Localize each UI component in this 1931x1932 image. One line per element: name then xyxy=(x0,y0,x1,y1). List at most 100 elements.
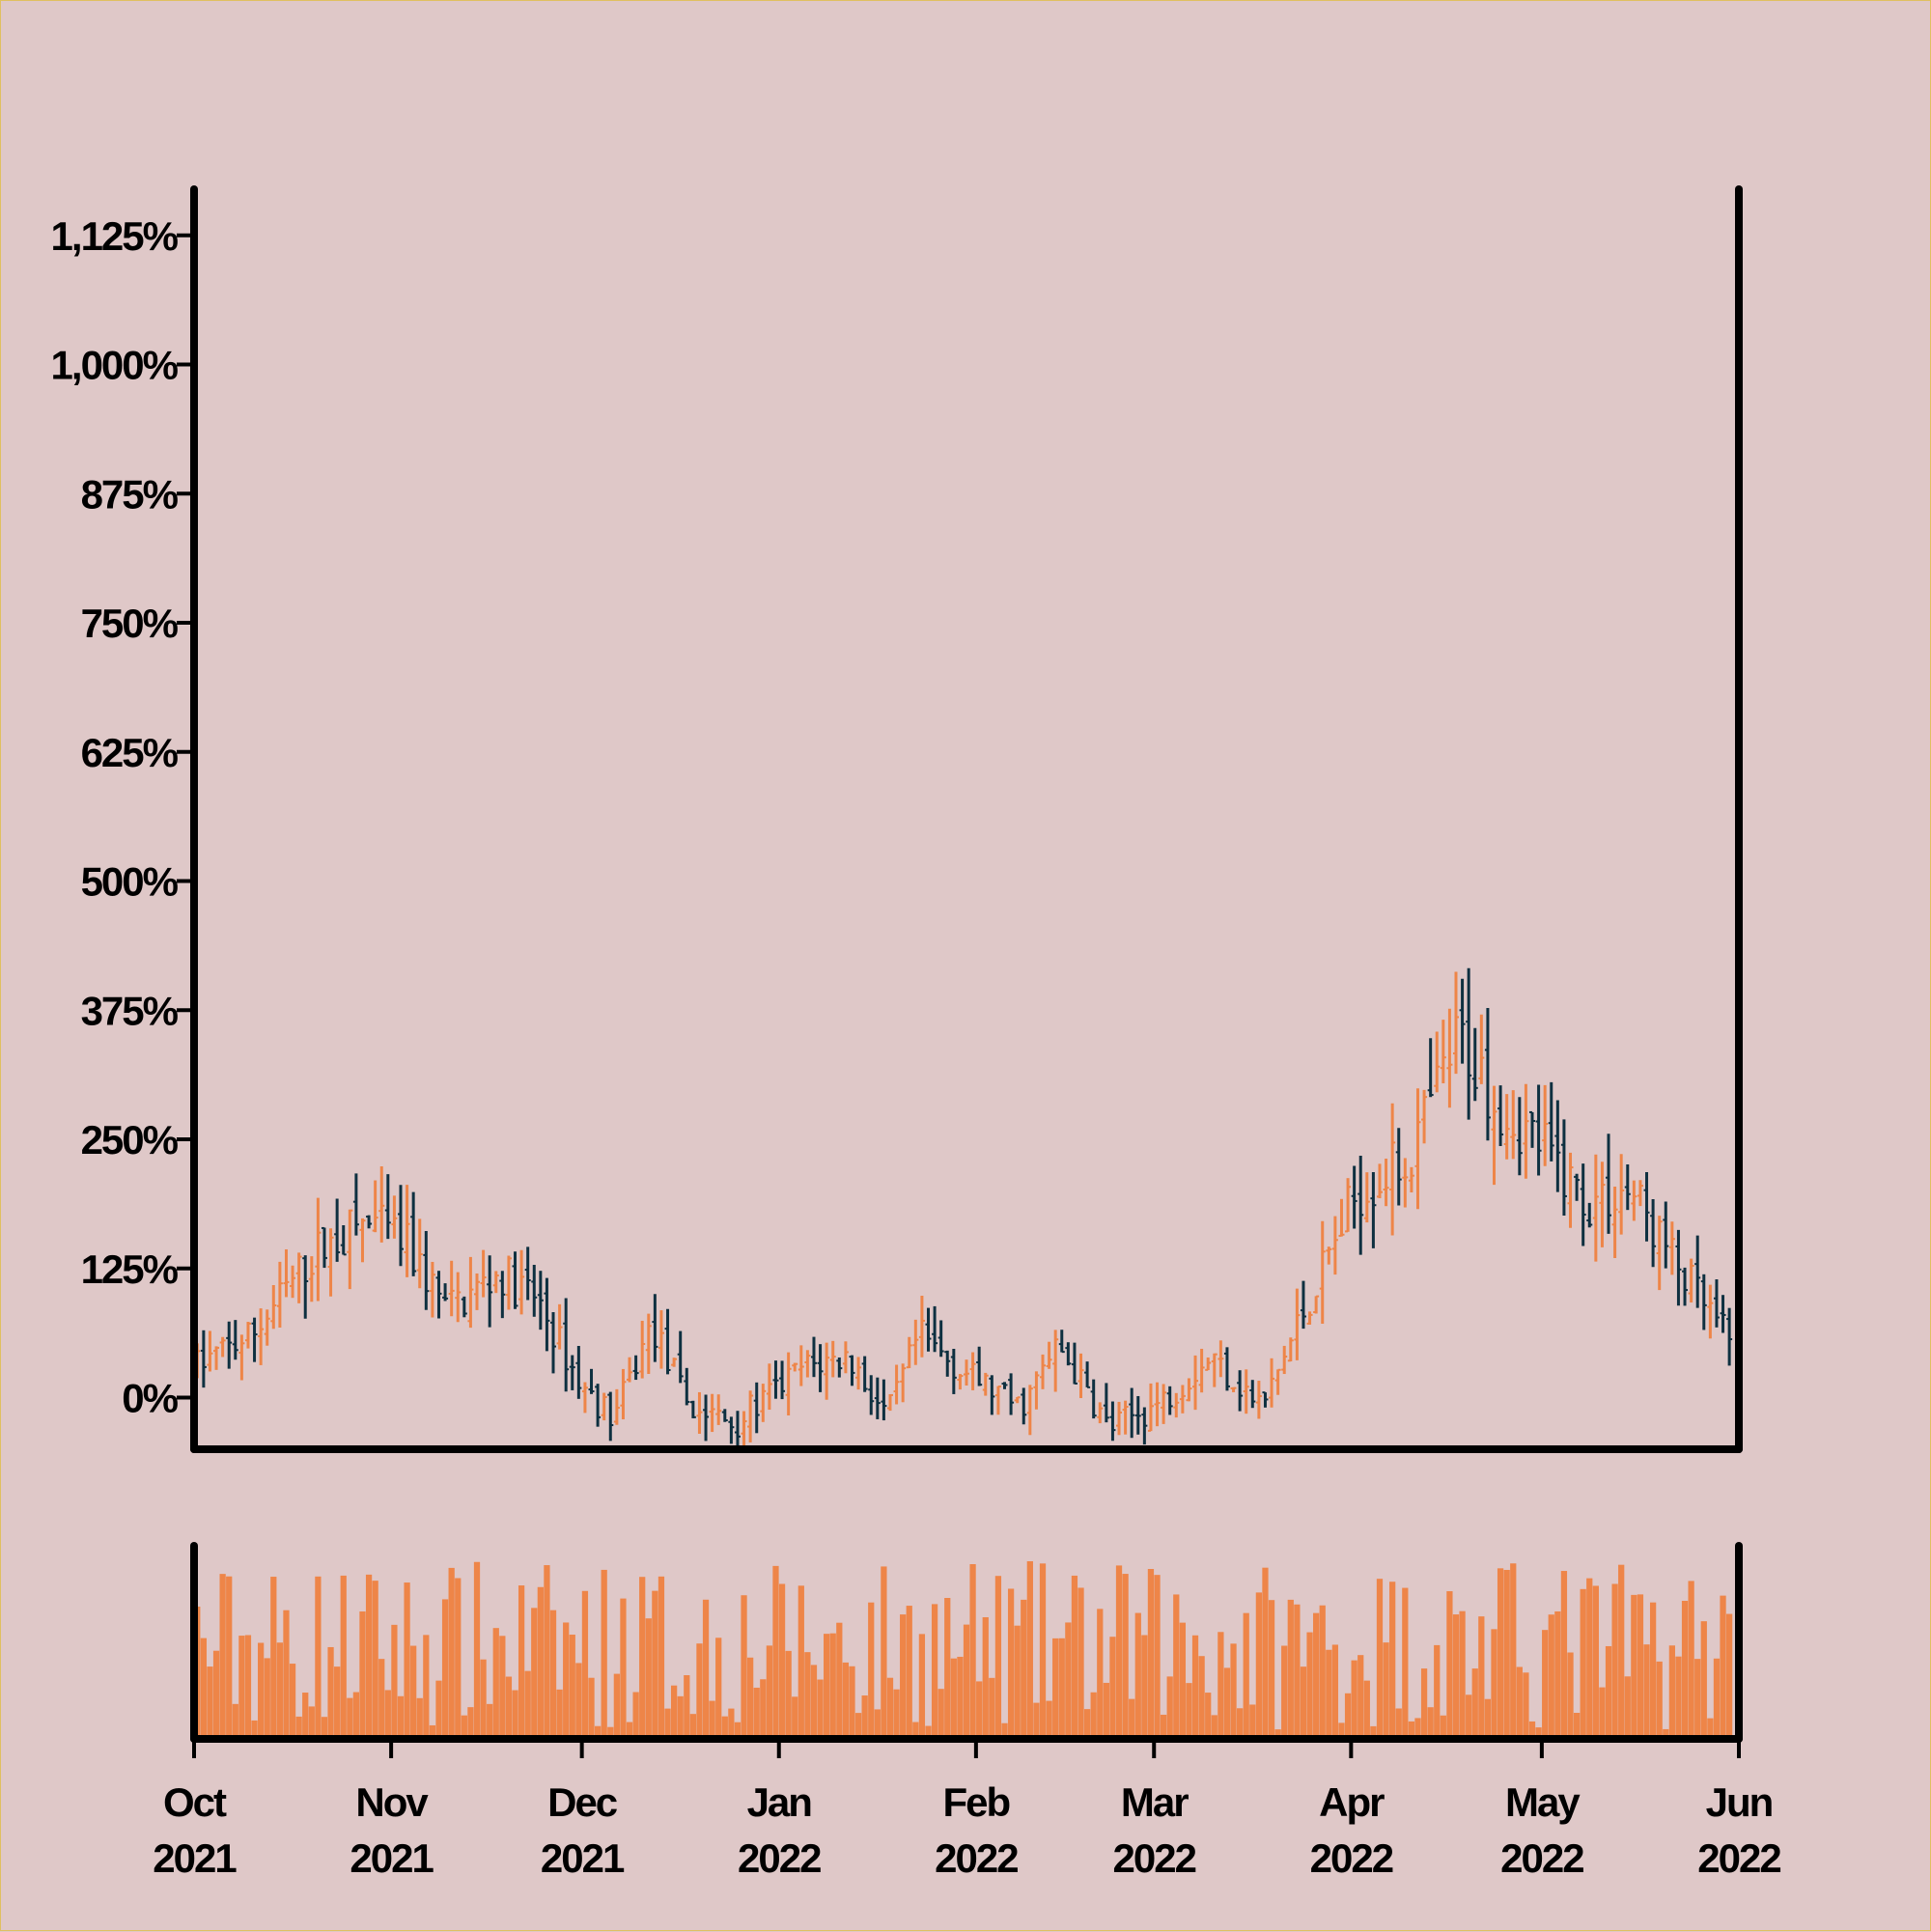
volume-bar xyxy=(1021,1599,1027,1739)
volume-bar xyxy=(1402,1587,1409,1739)
ohlc-bar xyxy=(251,1317,258,1362)
x-tick-month: Apr xyxy=(1319,1779,1385,1825)
volume-bar xyxy=(1700,1621,1707,1739)
volume-bar xyxy=(295,1716,302,1739)
ohlc-bar xyxy=(1574,1173,1581,1201)
ohlc-bar xyxy=(632,1355,639,1381)
volume-bar xyxy=(1186,1683,1192,1739)
ohlc-bar xyxy=(359,1218,366,1263)
ohlc-bar xyxy=(792,1362,798,1372)
ohlc-bar xyxy=(1395,1128,1402,1206)
volume-bar xyxy=(1567,1652,1574,1739)
ohlc-bar xyxy=(1427,1038,1434,1098)
ohlc-bar xyxy=(1414,1088,1421,1210)
ohlc-bar xyxy=(1217,1340,1224,1378)
volume-bar xyxy=(766,1645,773,1739)
ohlc-bar xyxy=(734,1411,741,1449)
ohlc-bar xyxy=(824,1342,830,1400)
ohlc-bar xyxy=(1141,1407,1148,1445)
volume-bar xyxy=(1026,1561,1033,1739)
volume-bar xyxy=(1395,1708,1402,1739)
volume-bar xyxy=(1065,1622,1072,1739)
volume-bar xyxy=(1707,1718,1714,1739)
volume-bar xyxy=(778,1583,786,1739)
x-tick-month: Oct xyxy=(163,1779,227,1825)
ohlc-bar xyxy=(994,1385,1001,1415)
x-tick-month: May xyxy=(1505,1779,1581,1825)
ohlc-bar xyxy=(1249,1380,1256,1409)
volume-bar xyxy=(886,1677,894,1739)
ohlc-bar xyxy=(1326,1246,1332,1265)
volume-bar xyxy=(1383,1642,1389,1739)
volume-bar xyxy=(874,1709,881,1739)
volume-bar xyxy=(1033,1702,1040,1739)
volume-bar xyxy=(1663,1728,1669,1739)
volume-bar xyxy=(1274,1729,1281,1739)
volume-bar xyxy=(1147,1569,1155,1739)
volume-bar xyxy=(1344,1693,1352,1739)
volume-bar xyxy=(1122,1574,1129,1739)
volume-bar xyxy=(969,1564,976,1739)
ohlc-bar xyxy=(1421,1089,1428,1144)
ohlc-bar xyxy=(1606,1134,1612,1234)
volume-bar xyxy=(347,1697,353,1739)
volume-bar xyxy=(549,1610,557,1739)
volume-bar xyxy=(289,1664,296,1739)
volume-bar xyxy=(397,1695,405,1739)
ohlc-bar xyxy=(397,1185,404,1267)
volume-bar xyxy=(1434,1644,1441,1739)
volume-bar xyxy=(1586,1578,1593,1739)
volume-bar xyxy=(327,1646,334,1739)
volume-bar xyxy=(741,1595,747,1739)
volume-bar xyxy=(384,1690,391,1739)
x-tick-month: Dec xyxy=(547,1779,618,1825)
volume-bar xyxy=(728,1708,735,1739)
volume-bar xyxy=(410,1645,417,1739)
ohlc-bar xyxy=(925,1307,932,1352)
volume-bar xyxy=(575,1663,582,1739)
ohlc-bar xyxy=(918,1295,925,1358)
volume-bar xyxy=(1134,1612,1141,1739)
ohlc-bar xyxy=(556,1303,563,1350)
y-tick-label: 375% xyxy=(81,988,179,1033)
volume-bar xyxy=(1694,1659,1701,1739)
x-tick-label: Jan 2022 xyxy=(738,1779,821,1881)
volume-bar xyxy=(1389,1582,1396,1739)
ohlc-bar xyxy=(1237,1370,1244,1412)
volume-bar xyxy=(709,1700,715,1739)
ohlc-bar xyxy=(327,1228,334,1297)
ohlc-bar xyxy=(982,1372,989,1396)
ohlc-bar xyxy=(1313,1295,1320,1314)
ohlc-bar xyxy=(1668,1221,1675,1275)
ohlc-bar xyxy=(404,1185,410,1277)
volume-bar xyxy=(308,1706,315,1739)
ohlc-bar xyxy=(1376,1163,1383,1199)
ohlc-bar xyxy=(874,1377,881,1419)
ohlc-bar xyxy=(1694,1235,1701,1308)
volume-bar xyxy=(810,1665,818,1739)
volume-bar xyxy=(1408,1721,1415,1739)
volume-bar xyxy=(391,1624,398,1739)
x-tick-label: May 2022 xyxy=(1500,1779,1583,1881)
ohlc-bar xyxy=(810,1336,817,1378)
ohlc-bar xyxy=(969,1352,976,1390)
x-tick-label: Apr 2022 xyxy=(1310,1779,1393,1881)
ohlc-bar xyxy=(1560,1119,1567,1217)
volume-bar xyxy=(588,1677,595,1739)
ohlc-bar xyxy=(1599,1162,1606,1247)
volume-bar xyxy=(925,1725,932,1739)
ohlc-bar xyxy=(1134,1395,1141,1435)
volume-bar xyxy=(226,1576,233,1739)
x-tick-label: Nov 2021 xyxy=(350,1779,434,1881)
ohlc-bar xyxy=(645,1313,652,1375)
ohlc-bar xyxy=(1408,1166,1414,1192)
ohlc-bar xyxy=(410,1191,417,1276)
volume-bar xyxy=(684,1675,690,1739)
volume-bar xyxy=(1414,1718,1421,1739)
volume-bar xyxy=(849,1666,855,1739)
ohlc-bar xyxy=(861,1356,868,1392)
volume-bar xyxy=(1338,1722,1345,1739)
volume-bar xyxy=(461,1715,467,1739)
